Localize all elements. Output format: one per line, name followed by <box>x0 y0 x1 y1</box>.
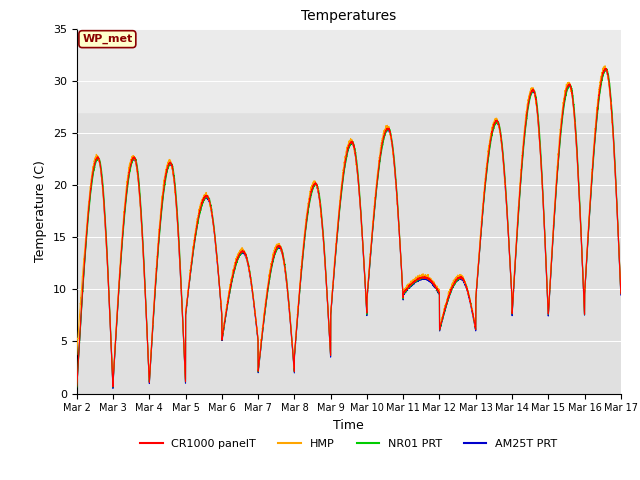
AM25T PRT <box>171 183 179 189</box>
CR1000 panelT <box>329 288 337 294</box>
CR1000 panelT <box>471 321 479 327</box>
Y-axis label: Temperature (C): Temperature (C) <box>35 160 47 262</box>
NR01 PRT <box>171 178 179 183</box>
CR1000 panelT <box>502 186 509 192</box>
Title: Temperatures: Temperatures <box>301 10 396 24</box>
NR01 PRT <box>616 279 624 285</box>
HMP <box>471 320 479 326</box>
HMP <box>616 277 624 283</box>
Line: HMP: HMP <box>77 66 621 385</box>
HMP <box>441 307 449 313</box>
AM25T PRT <box>617 292 625 298</box>
HMP <box>73 352 81 358</box>
AM25T PRT <box>471 323 479 329</box>
CR1000 panelT <box>616 279 624 285</box>
Legend: CR1000 panelT, HMP, NR01 PRT, AM25T PRT: CR1000 panelT, HMP, NR01 PRT, AM25T PRT <box>136 435 562 454</box>
Bar <box>77 29 621 112</box>
AM25T PRT <box>602 67 609 73</box>
CR1000 panelT <box>109 384 116 390</box>
HMP <box>109 382 116 388</box>
AM25T PRT <box>73 385 81 391</box>
CR1000 panelT <box>73 383 81 389</box>
AM25T PRT <box>441 309 449 315</box>
HMP <box>602 63 609 69</box>
NR01 PRT <box>109 384 116 390</box>
Text: WP_met: WP_met <box>82 34 132 44</box>
NR01 PRT <box>329 290 337 296</box>
AM25T PRT <box>109 385 116 391</box>
HMP <box>617 288 625 294</box>
NR01 PRT <box>502 182 509 188</box>
CR1000 panelT <box>441 307 449 313</box>
HMP <box>329 286 337 292</box>
NR01 PRT <box>602 66 610 72</box>
X-axis label: Time: Time <box>333 419 364 432</box>
AM25T PRT <box>329 289 337 295</box>
CR1000 panelT <box>602 66 610 72</box>
CR1000 panelT <box>617 291 625 297</box>
Line: NR01 PRT: NR01 PRT <box>77 69 621 387</box>
NR01 PRT <box>617 290 625 296</box>
Line: AM25T PRT: AM25T PRT <box>77 70 621 388</box>
HMP <box>502 188 509 193</box>
NR01 PRT <box>73 384 81 390</box>
CR1000 panelT <box>171 180 179 186</box>
NR01 PRT <box>471 322 479 327</box>
AM25T PRT <box>502 188 509 194</box>
Line: CR1000 panelT: CR1000 panelT <box>77 69 621 387</box>
HMP <box>171 185 179 191</box>
NR01 PRT <box>441 308 449 314</box>
AM25T PRT <box>616 280 624 286</box>
